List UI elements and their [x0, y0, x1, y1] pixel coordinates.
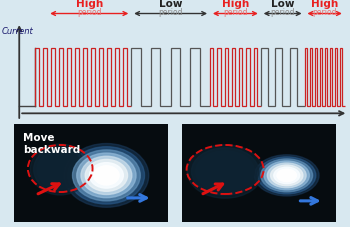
Ellipse shape [258, 157, 316, 194]
Ellipse shape [191, 148, 259, 195]
Text: Low: Low [159, 0, 182, 9]
Ellipse shape [37, 150, 83, 189]
Ellipse shape [254, 155, 319, 196]
Ellipse shape [274, 167, 300, 184]
Ellipse shape [271, 165, 303, 186]
Text: Current: Current [2, 27, 34, 36]
Ellipse shape [267, 163, 306, 188]
Ellipse shape [94, 166, 119, 185]
Text: period: period [223, 8, 248, 17]
Text: High: High [222, 0, 249, 9]
Ellipse shape [30, 144, 90, 195]
Ellipse shape [264, 161, 309, 190]
Ellipse shape [34, 147, 87, 192]
Text: High: High [311, 0, 338, 9]
Ellipse shape [77, 153, 136, 198]
Text: period: period [158, 8, 183, 17]
Text: period: period [270, 8, 295, 17]
Text: High: High [76, 0, 103, 9]
Text: Move
backward: Move backward [23, 133, 80, 154]
Ellipse shape [187, 145, 263, 198]
Ellipse shape [196, 151, 254, 192]
Text: period: period [312, 8, 337, 17]
Ellipse shape [81, 157, 132, 195]
Ellipse shape [72, 150, 140, 201]
Text: period: period [77, 8, 102, 17]
Ellipse shape [64, 144, 149, 207]
Text: Low: Low [271, 0, 294, 9]
Ellipse shape [277, 170, 296, 182]
Ellipse shape [90, 163, 123, 188]
Ellipse shape [261, 159, 313, 192]
Ellipse shape [68, 147, 145, 204]
Ellipse shape [85, 160, 127, 191]
